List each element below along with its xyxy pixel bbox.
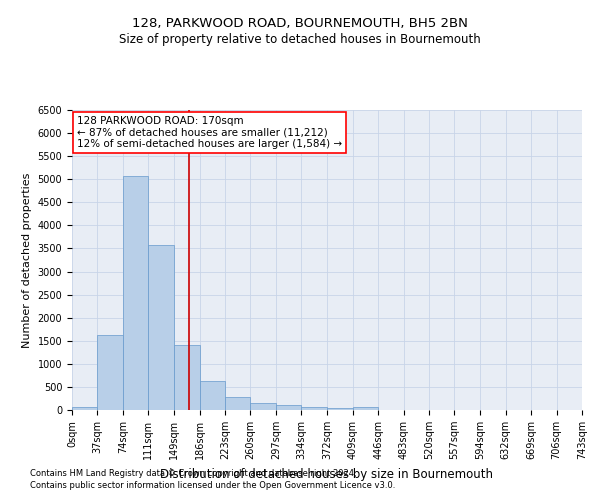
Text: Size of property relative to detached houses in Bournemouth: Size of property relative to detached ho…	[119, 32, 481, 46]
Text: Contains public sector information licensed under the Open Government Licence v3: Contains public sector information licen…	[30, 481, 395, 490]
Bar	[328, 408, 353, 410]
Bar	[301, 406, 328, 410]
Text: 128, PARKWOOD ROAD, BOURNEMOUTH, BH5 2BN: 128, PARKWOOD ROAD, BOURNEMOUTH, BH5 2BN	[132, 18, 468, 30]
Bar	[225, 396, 250, 410]
Bar	[148, 245, 174, 410]
Bar	[250, 404, 276, 410]
Bar	[123, 176, 148, 410]
Text: 128 PARKWOOD ROAD: 170sqm
← 87% of detached houses are smaller (11,212)
12% of s: 128 PARKWOOD ROAD: 170sqm ← 87% of detac…	[77, 116, 342, 149]
Bar	[97, 335, 123, 410]
Bar	[353, 407, 378, 410]
Bar	[72, 406, 97, 410]
X-axis label: Distribution of detached houses by size in Bournemouth: Distribution of detached houses by size …	[161, 468, 493, 480]
Y-axis label: Number of detached properties: Number of detached properties	[22, 172, 32, 348]
Bar	[276, 405, 301, 410]
Bar	[174, 346, 200, 410]
Bar	[200, 382, 225, 410]
Text: Contains HM Land Registry data © Crown copyright and database right 2024.: Contains HM Land Registry data © Crown c…	[30, 468, 356, 477]
